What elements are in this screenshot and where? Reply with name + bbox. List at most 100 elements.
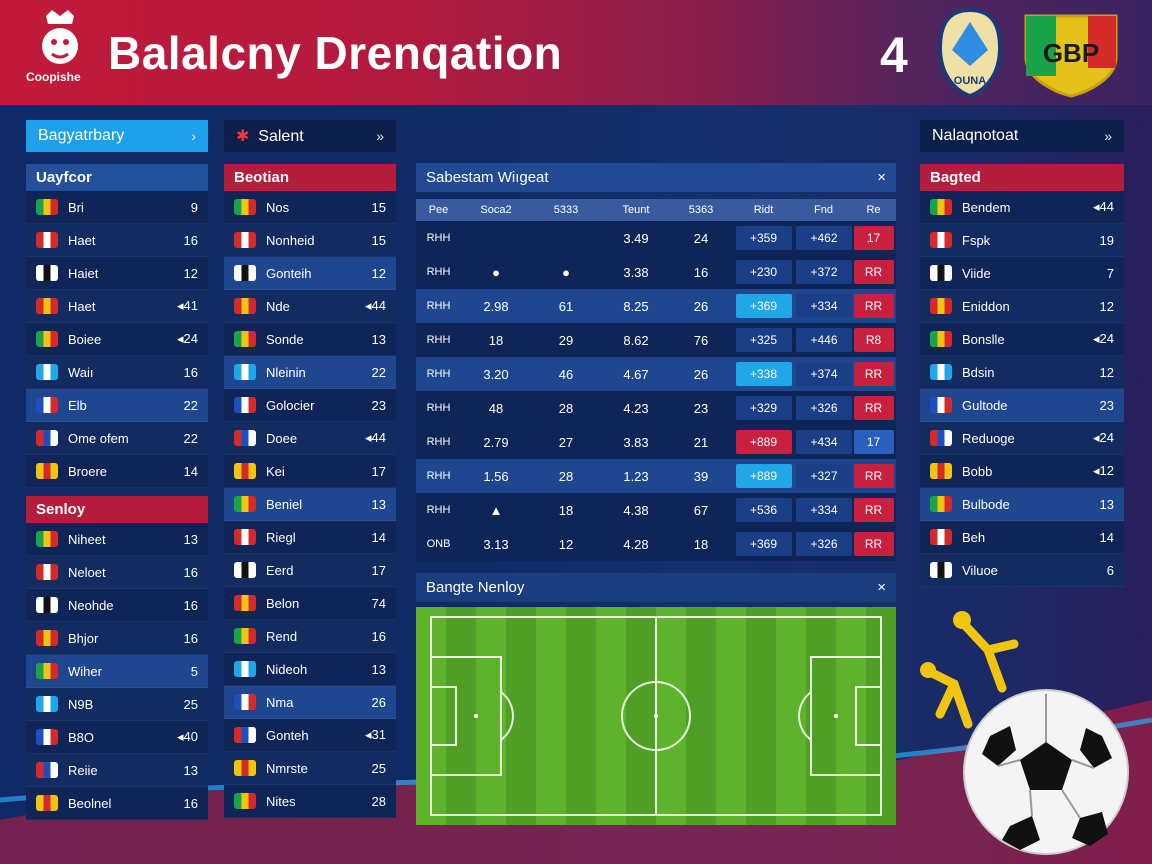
list-item[interactable]: Golocier 23: [224, 389, 396, 422]
list-item[interactable]: Haet 16: [26, 224, 208, 257]
list-item[interactable]: Kei 17: [224, 455, 396, 488]
list-item[interactable]: Gonteh ◂31: [224, 719, 396, 752]
list-item[interactable]: Viluoe 6: [920, 554, 1124, 587]
list-item[interactable]: Fspk 19: [920, 224, 1124, 257]
list-item[interactable]: Neohde 16: [26, 589, 208, 622]
odds-pill[interactable]: RR: [853, 498, 894, 522]
list-item[interactable]: Bhjor 16: [26, 622, 208, 655]
odds-pill[interactable]: RR: [853, 294, 894, 318]
list-item[interactable]: Wiher 5: [26, 655, 208, 688]
list-item[interactable]: Haet ◂41: [26, 290, 208, 323]
odds-pill[interactable]: +889: [735, 430, 792, 454]
column-header[interactable]: Fnd: [814, 204, 833, 216]
odds-pill[interactable]: +326: [796, 396, 852, 420]
list-item[interactable]: Boiee ◂24: [26, 323, 208, 356]
odds-pill[interactable]: +889: [735, 464, 792, 488]
odds-pill[interactable]: +327: [796, 464, 852, 488]
odds-pill[interactable]: +536: [735, 498, 792, 522]
list-item[interactable]: Bri 9: [26, 191, 208, 224]
odds-pill[interactable]: +369: [735, 532, 792, 556]
list-item[interactable]: Eerd 17: [224, 554, 396, 587]
table-row[interactable]: ONB 3.13 12 4.28 18 +369 +326 RR: [416, 527, 896, 561]
odds-pill[interactable]: +325: [735, 328, 792, 352]
list-item[interactable]: Neloet 16: [26, 556, 208, 589]
odds-pill[interactable]: +369: [735, 294, 792, 318]
list-item[interactable]: Niheet 13: [26, 523, 208, 556]
odds-pill[interactable]: +372: [796, 260, 852, 284]
list-item[interactable]: Broere 14: [26, 455, 208, 488]
list-item[interactable]: N9B 25: [26, 688, 208, 721]
list-item[interactable]: Bdsin 12: [920, 356, 1124, 389]
list-item[interactable]: Belon 74: [224, 587, 396, 620]
close-icon[interactable]: ×: [877, 169, 886, 186]
odds-pill[interactable]: +446: [796, 328, 852, 352]
table-row[interactable]: RHH ▲ 18 4.38 67 +536 +334 RR: [416, 493, 896, 527]
odds-pill[interactable]: +230: [735, 260, 792, 284]
list-item[interactable]: Beniel 13: [224, 488, 396, 521]
odds-pill[interactable]: 17: [853, 430, 894, 454]
close-icon[interactable]: ×: [877, 579, 886, 596]
list-item[interactable]: Bulbode 13: [920, 488, 1124, 521]
list-item[interactable]: Riegl 14: [224, 521, 396, 554]
list-item[interactable]: Gultode 23: [920, 389, 1124, 422]
list-item[interactable]: Reiie 13: [26, 754, 208, 787]
table-row[interactable]: RHH ● ● 3.38 16 +230 +372 RR: [416, 255, 896, 289]
list-item[interactable]: Nos 15: [224, 191, 396, 224]
odds-pill[interactable]: RR: [853, 396, 894, 420]
list-item[interactable]: Sonde 13: [224, 323, 396, 356]
nav-button-right[interactable]: Nalaqnotoat »: [920, 120, 1124, 152]
odds-pill[interactable]: RR: [853, 532, 894, 556]
column-header[interactable]: Ridt: [753, 204, 774, 216]
odds-pill[interactable]: +338: [735, 362, 792, 386]
table-row[interactable]: RHH 2.79 27 3.83 21 +889 +434 17: [416, 425, 896, 459]
table-row[interactable]: RHH 2.98 61 8.25 26 +369 +334 RR: [416, 289, 896, 323]
list-item[interactable]: Haiet 12: [26, 257, 208, 290]
list-item[interactable]: Gonteih 12: [224, 257, 396, 290]
odds-pill[interactable]: R8: [853, 328, 894, 352]
column-header[interactable]: 5363: [688, 204, 714, 216]
list-item[interactable]: Waiı 16: [26, 356, 208, 389]
list-item[interactable]: Reduoge ◂24: [920, 422, 1124, 455]
column-header[interactable]: Soca2: [480, 204, 512, 216]
odds-pill[interactable]: RR: [853, 362, 894, 386]
column-header[interactable]: Teunt: [622, 204, 650, 216]
select-button[interactable]: ✱ Salent »: [224, 120, 396, 152]
list-item[interactable]: Nma 26: [224, 686, 396, 719]
nav-button-left[interactable]: Bagyatrbary ›: [26, 120, 208, 152]
odds-pill[interactable]: RR: [853, 260, 894, 284]
list-item[interactable]: Nites 28: [224, 785, 396, 818]
list-item[interactable]: Beh 14: [920, 521, 1124, 554]
table-row[interactable]: RHH 1.56 28 1.23 39 +889 +327 RR: [416, 459, 896, 493]
list-item[interactable]: Nmrste 25: [224, 752, 396, 785]
list-item[interactable]: Eniddon 12: [920, 290, 1124, 323]
column-header[interactable]: Re: [866, 204, 881, 216]
list-item[interactable]: Ome ofem 22: [26, 422, 208, 455]
odds-pill[interactable]: +462: [796, 226, 852, 250]
column-header[interactable]: Pee: [428, 204, 449, 216]
list-item[interactable]: B8O ◂40: [26, 721, 208, 754]
odds-pill[interactable]: +359: [735, 226, 792, 250]
list-item[interactable]: Bonslle ◂24: [920, 323, 1124, 356]
list-item[interactable]: Viide 7: [920, 257, 1124, 290]
list-item[interactable]: Bobb ◂12: [920, 455, 1124, 488]
list-item[interactable]: Beolnel 16: [26, 787, 208, 820]
odds-pill[interactable]: +374: [796, 362, 852, 386]
list-item[interactable]: Nonheid 15: [224, 224, 396, 257]
list-item[interactable]: Bendem ◂44: [920, 191, 1124, 224]
table-row[interactable]: RHH 18 29 8.62 76 +325 +446 R8: [416, 323, 896, 357]
odds-pill[interactable]: +434: [796, 430, 852, 454]
odds-pill[interactable]: +329: [735, 396, 792, 420]
list-item[interactable]: Nideoh 13: [224, 653, 396, 686]
odds-pill[interactable]: 17: [853, 226, 894, 250]
odds-pill[interactable]: +334: [796, 294, 852, 318]
table-row[interactable]: RHH 3.49 24 +359 +462 17: [416, 221, 896, 255]
column-header[interactable]: 5333: [553, 204, 579, 216]
list-item[interactable]: Elb 22: [26, 389, 208, 422]
odds-pill[interactable]: +334: [796, 498, 852, 522]
list-item[interactable]: Nleinin 22: [224, 356, 396, 389]
list-item[interactable]: Nde ◂44: [224, 290, 396, 323]
table-row[interactable]: RHH 3.20 46 4.67 26 +338 +374 RR: [416, 357, 896, 391]
odds-pill[interactable]: +326: [796, 532, 852, 556]
list-item[interactable]: Doee ◂44: [224, 422, 396, 455]
table-row[interactable]: RHH 48 28 4.23 23 +329 +326 RR: [416, 391, 896, 425]
